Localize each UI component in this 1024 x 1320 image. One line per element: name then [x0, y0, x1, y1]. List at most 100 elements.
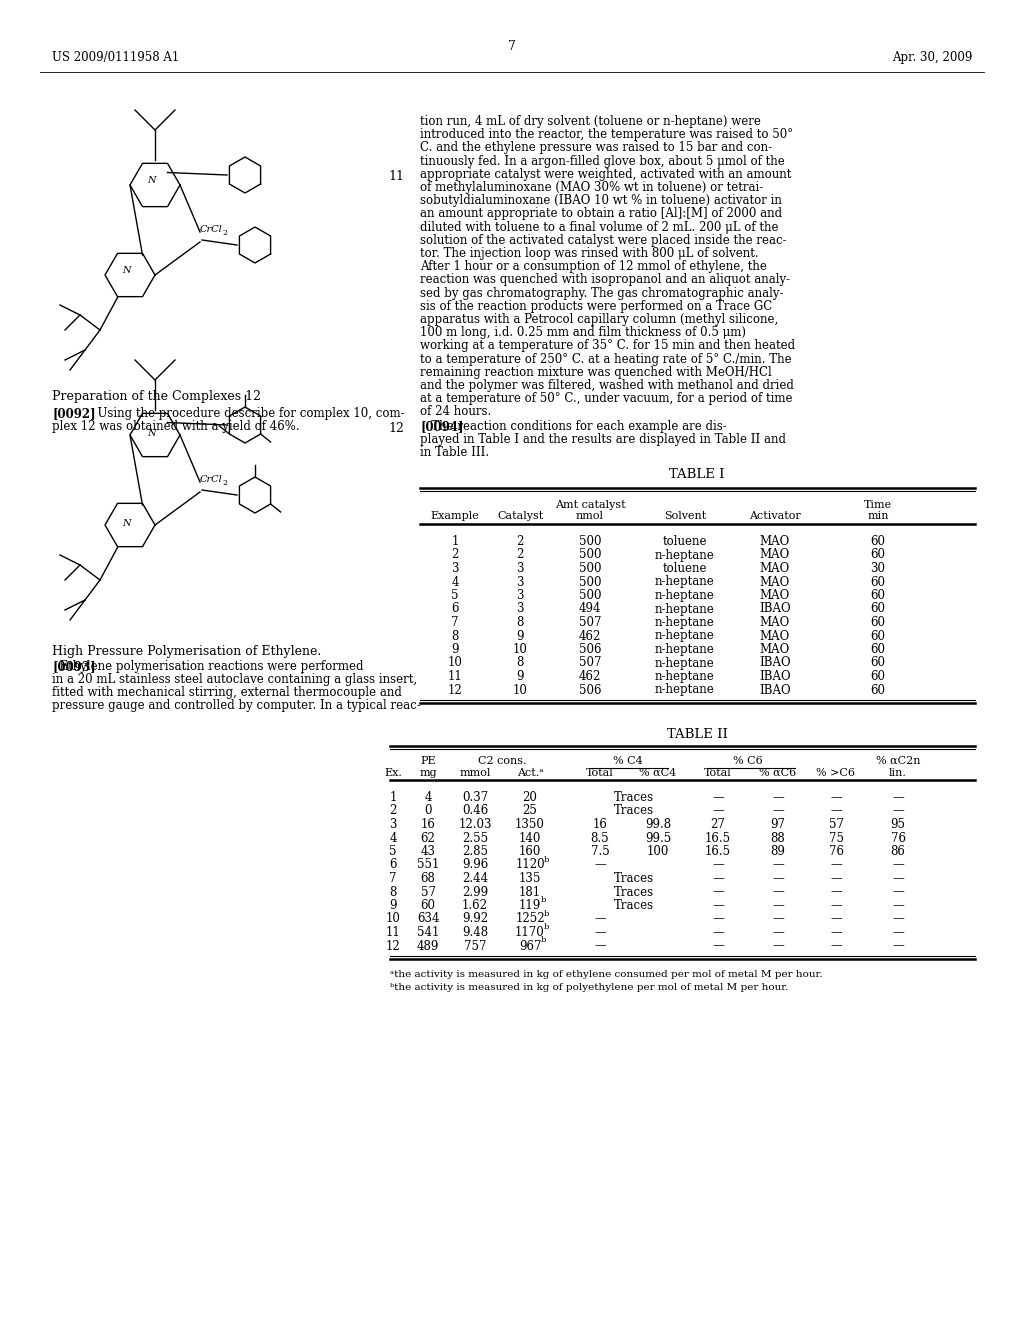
Text: % αC4: % αC4	[639, 768, 677, 777]
Text: 4: 4	[424, 791, 432, 804]
Text: —: —	[830, 791, 842, 804]
Text: 489: 489	[417, 940, 439, 953]
Text: Traces: Traces	[614, 873, 654, 884]
Text: toluene: toluene	[663, 535, 708, 548]
Text: 12: 12	[388, 422, 403, 436]
Text: 68: 68	[421, 873, 435, 884]
Text: mmol: mmol	[460, 768, 490, 777]
Text: 75: 75	[828, 832, 844, 845]
Text: ᵇthe activity is measured in kg of polyethylene per mol of metal M per hour.: ᵇthe activity is measured in kg of polye…	[390, 983, 788, 993]
Text: 57: 57	[421, 886, 435, 899]
Text: [0093]: [0093]	[52, 660, 95, 673]
Text: nmol: nmol	[575, 511, 604, 521]
Text: 500: 500	[579, 562, 601, 576]
Text: —: —	[772, 873, 784, 884]
Text: 60: 60	[870, 576, 886, 589]
Text: 8: 8	[452, 630, 459, 643]
Text: 60: 60	[870, 616, 886, 630]
Text: [0094]: [0094]	[420, 420, 464, 433]
Text: 2: 2	[516, 535, 523, 548]
Text: 60: 60	[870, 630, 886, 643]
Text: 6: 6	[389, 858, 396, 871]
Text: an amount appropriate to obtain a ratio [Al]:[M] of 2000 and: an amount appropriate to obtain a ratio …	[420, 207, 782, 220]
Text: CrCl: CrCl	[200, 475, 223, 484]
Text: % αC2n: % αC2n	[876, 756, 921, 766]
Text: 6: 6	[452, 602, 459, 615]
Text: min: min	[867, 511, 889, 521]
Text: 507: 507	[579, 616, 601, 630]
Text: 2: 2	[222, 228, 227, 238]
Text: —: —	[892, 899, 904, 912]
Text: % C6: % C6	[733, 756, 763, 766]
Text: 11: 11	[388, 170, 404, 183]
Text: 2.55: 2.55	[462, 832, 488, 845]
Text: Total: Total	[705, 768, 732, 777]
Text: MAO: MAO	[760, 643, 791, 656]
Text: —: —	[772, 804, 784, 817]
Text: —: —	[712, 940, 724, 953]
Text: US 2009/0111958 A1: US 2009/0111958 A1	[52, 51, 179, 65]
Text: of methylaluminoxane (MAO 30% wt in toluene) or tetrai-: of methylaluminoxane (MAO 30% wt in tolu…	[420, 181, 763, 194]
Text: 7: 7	[389, 873, 396, 884]
Text: 3: 3	[389, 818, 396, 832]
Text: in Table III.: in Table III.	[420, 446, 489, 459]
Text: 16: 16	[421, 818, 435, 832]
Text: b: b	[541, 896, 546, 904]
Text: Amt catalyst: Amt catalyst	[555, 500, 626, 510]
Text: TABLE I: TABLE I	[670, 469, 725, 480]
Text: 1: 1	[452, 535, 459, 548]
Text: —: —	[772, 912, 784, 925]
Text: —: —	[830, 804, 842, 817]
Text: —: —	[712, 927, 724, 939]
Text: n-heptane: n-heptane	[655, 643, 715, 656]
Text: 7.5: 7.5	[591, 845, 609, 858]
Text: apparatus with a Petrocol capillary column (methyl silicone,: apparatus with a Petrocol capillary colu…	[420, 313, 778, 326]
Text: 43: 43	[421, 845, 435, 858]
Text: C2 cons.: C2 cons.	[478, 756, 526, 766]
Text: MAO: MAO	[760, 549, 791, 561]
Text: b: b	[544, 855, 549, 863]
Text: 97: 97	[770, 818, 785, 832]
Text: 20: 20	[522, 791, 538, 804]
Text: —: —	[830, 927, 842, 939]
Text: MAO: MAO	[760, 576, 791, 589]
Text: —: —	[772, 791, 784, 804]
Text: —: —	[830, 886, 842, 899]
Text: 2: 2	[516, 549, 523, 561]
Text: remaining reaction mixture was quenched with MeOH/HCl: remaining reaction mixture was quenched …	[420, 366, 772, 379]
Text: 7: 7	[508, 40, 516, 53]
Text: played in Table I and the results are displayed in Table II and: played in Table I and the results are di…	[420, 433, 786, 446]
Text: 12.03: 12.03	[459, 818, 492, 832]
Text: plex 12 was obtained with a yield of 46%.: plex 12 was obtained with a yield of 46%…	[52, 420, 300, 433]
Text: C. and the ethylene pressure was raised to 15 bar and con-: C. and the ethylene pressure was raised …	[420, 141, 772, 154]
Text: 1: 1	[389, 791, 396, 804]
Text: % αC6: % αC6	[760, 768, 797, 777]
Text: n-heptane: n-heptane	[655, 616, 715, 630]
Text: n-heptane: n-heptane	[655, 602, 715, 615]
Text: 60: 60	[870, 602, 886, 615]
Text: lin.: lin.	[889, 768, 907, 777]
Text: IBAO: IBAO	[759, 671, 791, 682]
Text: 86: 86	[891, 845, 905, 858]
Text: —: —	[712, 791, 724, 804]
Text: —: —	[772, 858, 784, 871]
Text: Apr. 30, 2009: Apr. 30, 2009	[892, 51, 972, 65]
Text: 12: 12	[386, 940, 400, 953]
Text: sed by gas chromatography. The gas chromatographic analy-: sed by gas chromatography. The gas chrom…	[420, 286, 783, 300]
Text: % >C6: % >C6	[816, 768, 855, 777]
Text: b: b	[541, 936, 546, 945]
Text: 99.5: 99.5	[645, 832, 671, 845]
Text: of 24 hours.: of 24 hours.	[420, 405, 492, 418]
Text: Traces: Traces	[614, 886, 654, 899]
Text: in a 20 mL stainless steel autoclave containing a glass insert,: in a 20 mL stainless steel autoclave con…	[52, 673, 417, 686]
Text: N: N	[122, 519, 130, 528]
Text: Ex.: Ex.	[384, 768, 402, 777]
Text: Traces: Traces	[614, 791, 654, 804]
Text: —: —	[594, 927, 606, 939]
Text: 5: 5	[452, 589, 459, 602]
Text: 0.46: 0.46	[462, 804, 488, 817]
Text: 27: 27	[711, 818, 725, 832]
Text: MAO: MAO	[760, 616, 791, 630]
Text: —: —	[594, 912, 606, 925]
Text: fitted with mechanical stirring, external thermocouple and: fitted with mechanical stirring, externa…	[52, 686, 401, 700]
